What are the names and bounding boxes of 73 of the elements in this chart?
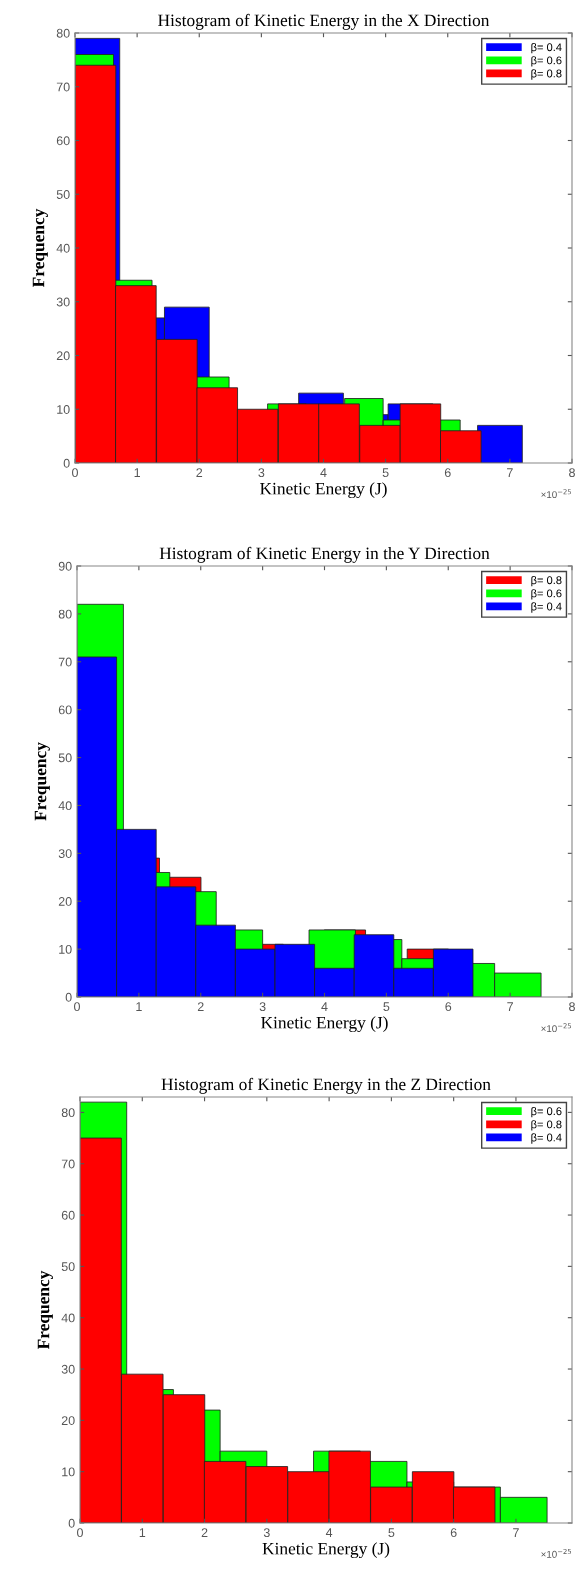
text: ×10$^{−25}$	[541, 1548, 572, 1558]
x-tick-label: 6	[450, 1528, 457, 1538]
y-tick-label: 80	[56, 28, 70, 38]
x-tick-label: 5	[383, 1002, 390, 1012]
x-tick-label: 2	[201, 1528, 208, 1537]
y-tick-label: 80	[61, 1108, 75, 1118]
y-tick-label: 20	[61, 1416, 75, 1425]
y-tick-label: 90	[58, 561, 72, 571]
chart-title: Histogram of Kinetic Energy in the Z Direction	[161, 1077, 491, 1094]
legend-label: β= 0.4	[531, 43, 562, 54]
x-tick-label: 5	[382, 468, 389, 478]
x-tick-label: 1	[134, 468, 140, 477]
x-tick-label: 5	[388, 1528, 395, 1538]
y-tick-label: 30	[56, 297, 70, 307]
text: ×10$^{−25}$	[541, 489, 572, 499]
y-tick-label: 60	[56, 136, 70, 146]
chart-title: Histogram of Kinetic Energy in the X Direction	[158, 13, 490, 30]
y-tick-label: 0	[68, 1518, 75, 1528]
legend-label: β= 0.4	[531, 602, 562, 613]
legend-label: β= 0.4	[531, 1133, 562, 1144]
chart-title: Histogram of Kinetic Energy in the Y Direction	[159, 546, 490, 563]
y-tick-label: 0	[65, 992, 72, 1002]
y-axis-title: Frequency	[32, 208, 48, 288]
x-tick-label: 0	[77, 1528, 83, 1538]
x-tick-label: 4	[320, 468, 327, 477]
x-tick-label: 3	[263, 1528, 270, 1538]
y-tick-label: 40	[58, 801, 72, 811]
x-tick-label: 7	[507, 468, 513, 477]
y-tick-label: 30	[61, 1364, 75, 1374]
y-tick-label: 10	[57, 405, 70, 414]
y-tick-label: 80	[58, 609, 72, 619]
y-tick-label: 0	[63, 458, 70, 468]
y-tick-label: 10	[59, 944, 72, 954]
x-axis-title: Kinetic Energy (J)	[262, 1542, 390, 1559]
y-tick-label: 50	[61, 1262, 75, 1272]
x-axis-title: Kinetic Energy (J)	[261, 1016, 388, 1033]
y-tick-label: 60	[61, 1210, 75, 1220]
x-tick-label: 3	[258, 468, 265, 478]
x-tick-label: 6	[444, 468, 451, 478]
x-tick-label: 2	[196, 468, 203, 477]
y-tick-label: 70	[56, 82, 70, 92]
text: ×10$^{−25}$	[541, 1023, 572, 1033]
x-tick-label: 3	[259, 1002, 266, 1012]
x-tick-label: 8	[569, 1002, 575, 1012]
legend-label: β= 0.6	[531, 56, 562, 67]
x-tick-label: 2	[197, 1002, 204, 1011]
x-tick-label: 7	[513, 1528, 519, 1537]
y-tick-label: 10	[62, 1467, 75, 1477]
legend-label: β= 0.8	[531, 69, 562, 80]
legend-label: β= 0.8	[531, 576, 562, 587]
y-tick-label: 50	[56, 190, 70, 199]
x-tick-label: 6	[445, 1002, 452, 1012]
legend-label: β= 0.6	[531, 589, 562, 600]
x-tick-label: 4	[321, 1002, 328, 1011]
x-axis-title: Kinetic Energy (J)	[260, 482, 387, 499]
y-tick-label: 70	[61, 1159, 75, 1169]
x-tick-label: 8	[569, 468, 575, 478]
y-tick-label: 60	[58, 705, 72, 715]
y-tick-label: 70	[58, 657, 72, 667]
y-axis-title: Frequency	[37, 1270, 53, 1350]
legend-label: β= 0.8	[531, 1120, 562, 1131]
x-tick-label: 1	[139, 1528, 146, 1537]
y-tick-label: 40	[56, 243, 70, 253]
x-tick-label: 7	[507, 1002, 513, 1011]
x-tick-label: 4	[325, 1528, 333, 1537]
y-tick-label: 20	[58, 897, 72, 906]
x-tick-label: 1	[136, 1002, 142, 1011]
y-tick-label: 40	[61, 1313, 75, 1323]
y-tick-label: 50	[58, 753, 72, 763]
y-tick-label: 20	[56, 351, 70, 361]
y-tick-label: 30	[58, 849, 72, 858]
legend-label: β= 0.6	[531, 1107, 562, 1118]
y-axis-title: Frequency	[34, 742, 50, 821]
